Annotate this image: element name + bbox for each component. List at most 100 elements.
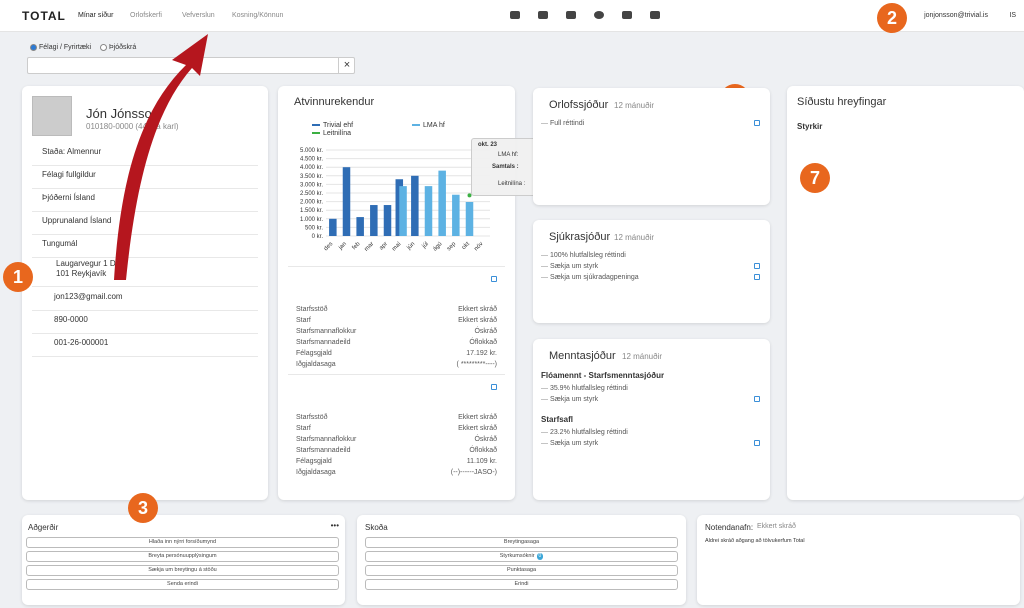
action-button[interactable]: Hlaða inn nýrri forsíðumynd [26, 537, 339, 548]
field-label: Starfsstöð [296, 306, 328, 313]
profile-row: Félagi fullgildur [32, 166, 258, 189]
bar [356, 217, 364, 236]
field-value: ( *********----) [456, 361, 497, 368]
section-heading: Starfsafl [541, 415, 574, 424]
fund-item: 23.2% hlutfallsleg réttindi [541, 429, 628, 436]
logo[interactable]: TOTAL [22, 9, 66, 23]
field-label: Starf [296, 425, 311, 432]
radio-label: Félagi / Fyrirtæki [39, 44, 92, 51]
user-card: Notendanafn: Ekkert skráð Aldrei skráð a… [697, 515, 1020, 605]
radio[interactable] [100, 44, 107, 51]
x-tick-label: jún [406, 241, 417, 252]
fund-title: Sjúkrasjóður [549, 231, 611, 243]
view-card: Skoða Breytingasaga Styrkumsóknir 0 Punktas… [357, 515, 686, 605]
action-button[interactable]: Breyta persónuupplýsingum [26, 551, 339, 562]
field-label: Starfsmannadeild [296, 339, 351, 346]
fund-item: Full réttindi [541, 120, 584, 127]
field-value: Ekkert skráð [458, 414, 497, 421]
arrow [114, 34, 208, 280]
legend-label: Trivial ehf [323, 122, 353, 129]
fund-item[interactable]: Sækja um styrk [541, 263, 598, 270]
link-icon[interactable] [754, 396, 760, 402]
bar [465, 201, 474, 236]
x-tick-label: okt [461, 241, 471, 251]
fund-item[interactable]: Sækja um sjúkradagpeninga [541, 274, 639, 281]
link-icon[interactable] [754, 440, 760, 446]
link-icon[interactable] [754, 263, 760, 269]
fund-item[interactable]: Sækja um styrk [541, 396, 598, 403]
card-title: Aðgerðir [28, 523, 59, 532]
action-button[interactable]: Senda erindi [26, 579, 339, 590]
avatar [32, 96, 72, 136]
field-value: 17.192 kr. [466, 350, 497, 357]
language[interactable]: IS [1009, 12, 1016, 19]
bar [342, 167, 351, 236]
link-icon[interactable] [491, 384, 497, 390]
user-email[interactable]: jonjonsson@trivial.is [924, 12, 988, 19]
link-icon[interactable] [491, 276, 497, 282]
x-tick-label: feb [351, 241, 362, 252]
y-tick-label: 500 kr. [305, 225, 323, 231]
field-label: Starfsmannaflokkur [296, 328, 357, 335]
more-button[interactable]: ••• [330, 521, 339, 530]
field-label: Iðgjaldasaga [296, 361, 336, 368]
link-icon[interactable] [754, 120, 760, 126]
fund-period: 12 mánuðir [614, 233, 655, 242]
bar [438, 170, 446, 236]
annotation: 1 [3, 262, 33, 292]
member-id: 010180-0000 (44 ára karl) [86, 122, 179, 131]
view-button[interactable]: Punktasaga [365, 565, 678, 576]
nav-link[interactable]: Mínar síður [78, 12, 114, 19]
x-tick-label: maí [391, 241, 403, 253]
x-tick-label: ágú [432, 241, 443, 252]
card-subtitle: Styrkir [797, 122, 823, 131]
fund-card: Orlofssjóður 12 mánuðir Full réttindi [533, 88, 770, 205]
nav-link[interactable]: Orlofskerfi [130, 12, 162, 19]
badge: 0 [536, 553, 544, 560]
view-button[interactable]: Breytingasaga [365, 537, 678, 548]
card-title: Atvinnurekendur [294, 96, 375, 108]
y-tick-label: 3.500 kr. [300, 174, 323, 180]
action-button[interactable]: Sækja um breytingu á stöðu [26, 565, 339, 576]
employers-card: Atvinnurekendur 0 kr. 500 kr. 1.000 kr. 1.5… [278, 86, 599, 500]
y-tick-label: 1.500 kr. [300, 208, 323, 214]
y-tick-label: 3.000 kr. [300, 182, 323, 188]
nav-link[interactable]: Kosning/Könnun [232, 12, 284, 19]
separator [32, 286, 258, 287]
y-tick-label: 4.000 kr. [300, 165, 323, 171]
section-heading: Flóamennt - Starfsmenntasjóður [541, 371, 665, 380]
tooltip-title: okt. 23 [478, 142, 498, 148]
field-value: Óskráð [474, 328, 497, 335]
field-value: Ekkert skráð [458, 425, 497, 432]
fund-title: Menntasjóður [549, 350, 616, 362]
bar [399, 186, 407, 236]
actions-card: Aðgerðir ••• Hlaða inn nýrri forsíðumynd… [22, 515, 345, 605]
view-button[interactable]: Styrkumsóknir 0 [365, 551, 678, 562]
field-value: (--)------JASO-) [450, 469, 497, 476]
y-tick-label: 1.000 kr. [300, 217, 323, 223]
field-value: Óskráð [474, 436, 497, 443]
field-label: Félagsgjald [296, 350, 332, 357]
address-line: 101 Reykjavík [56, 269, 107, 278]
x-tick-label: des [323, 241, 334, 252]
field-label: Starfsmannadeild [296, 447, 351, 454]
field-label: Iðgjaldasaga [296, 469, 336, 476]
field-value: Óflokkað [469, 339, 497, 346]
nav-link[interactable]: Vefverslun [182, 12, 215, 19]
radio[interactable] [30, 44, 37, 51]
annotation: 7 [800, 163, 830, 193]
fund-item[interactable]: Sækja um styrk [541, 440, 598, 447]
username-value: Ekkert skráð [757, 523, 796, 530]
y-tick-label: 5.000 kr. [300, 148, 323, 154]
annotation: 3 [128, 493, 158, 523]
nav-icons [510, 11, 660, 19]
field-label: Starfsstöð [296, 414, 328, 421]
field-value: Óflokkað [469, 447, 497, 454]
link-icon[interactable] [754, 274, 760, 280]
view-button[interactable]: Erindi [365, 579, 678, 590]
field-label: Félagsgjald [296, 458, 332, 465]
clear-button[interactable]: × [338, 57, 355, 74]
tooltip-label: LMA hf: [498, 152, 519, 158]
